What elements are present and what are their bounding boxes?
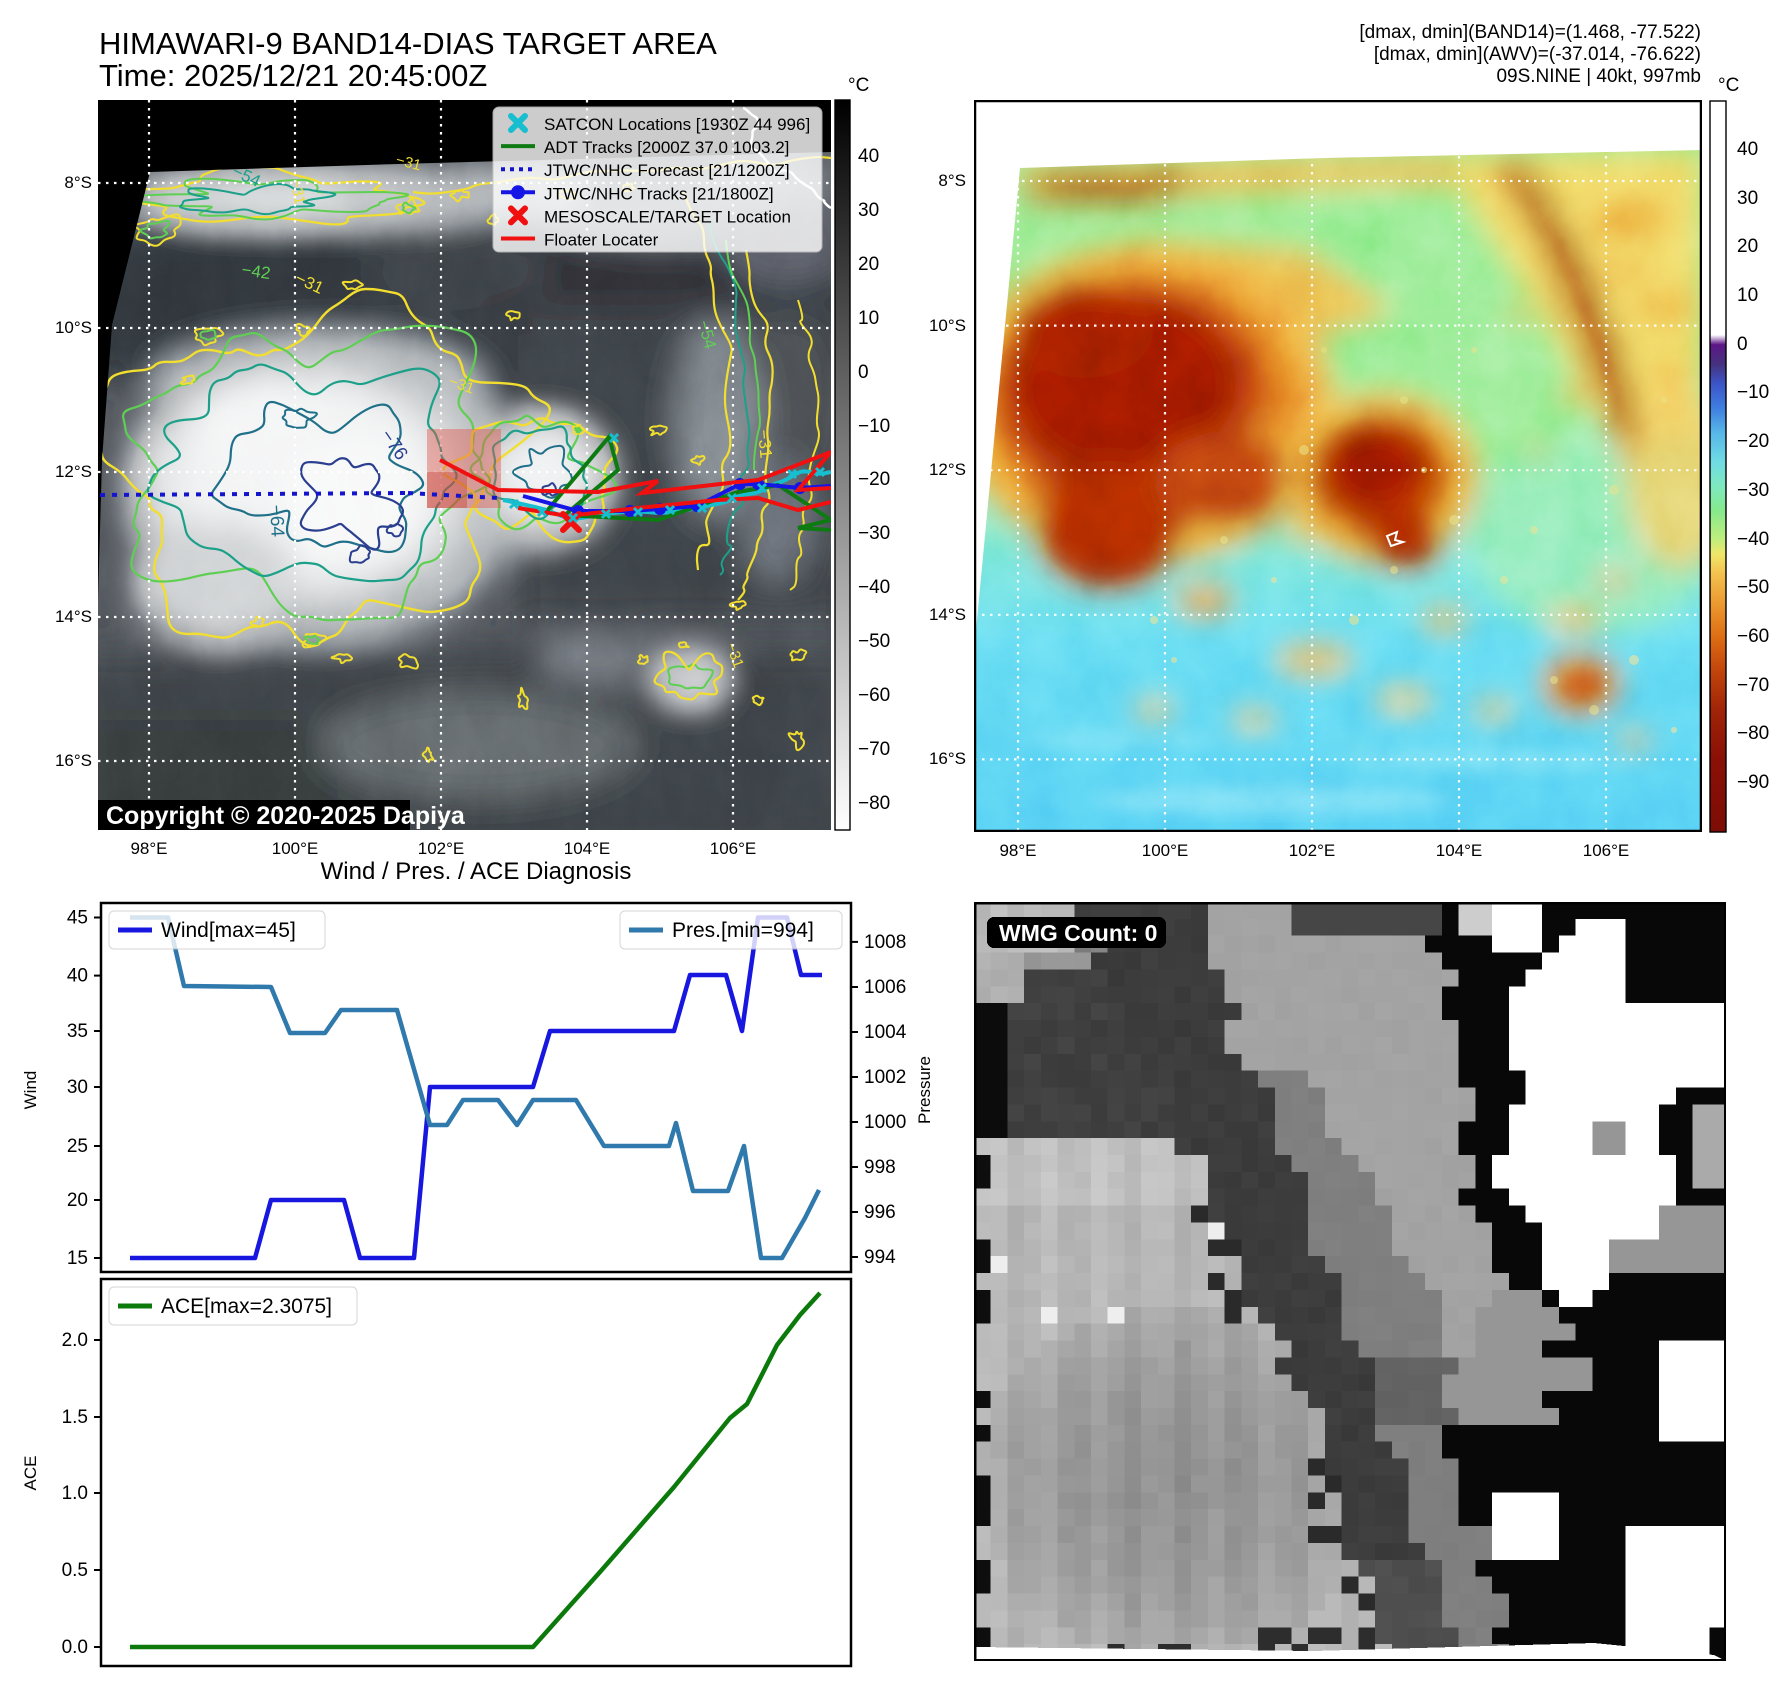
svg-text:JTWC/NHC Forecast [21/1200Z]: JTWC/NHC Forecast [21/1200Z] bbox=[544, 161, 790, 180]
svg-text:Floater Locater: Floater Locater bbox=[544, 231, 659, 250]
svg-text:−31: −31 bbox=[754, 429, 775, 459]
svg-text:1008: 1008 bbox=[864, 932, 906, 953]
svg-text:1.0: 1.0 bbox=[62, 1483, 88, 1504]
svg-text:Pressure: Pressure bbox=[915, 1056, 934, 1124]
svg-text:−42: −42 bbox=[240, 260, 271, 283]
svg-text:25: 25 bbox=[67, 1136, 88, 1157]
svg-text:ADT Tracks [2000Z 37.0 1003.2]: ADT Tracks [2000Z 37.0 1003.2] bbox=[544, 138, 789, 157]
svg-text:SATCON Locations [1930Z 44 996: SATCON Locations [1930Z 44 996] bbox=[544, 115, 810, 134]
svg-text:ACE: ACE bbox=[21, 1456, 40, 1491]
svg-text:40: 40 bbox=[67, 966, 88, 987]
svg-text:1004: 1004 bbox=[864, 1022, 907, 1043]
svg-text:JTWC/NHC Tracks [21/1800Z]: JTWC/NHC Tracks [21/1800Z] bbox=[544, 184, 774, 203]
svg-text:20: 20 bbox=[67, 1190, 88, 1211]
svg-text:−31: −31 bbox=[287, 178, 308, 206]
svg-text:−64: −64 bbox=[265, 504, 288, 538]
svg-text:−31: −31 bbox=[394, 151, 423, 174]
svg-text:Wind[max=45]: Wind[max=45] bbox=[161, 919, 296, 942]
svg-text:Pres.[min=994]: Pres.[min=994] bbox=[672, 919, 814, 942]
svg-text:MESOSCALE/TARGET Location: MESOSCALE/TARGET Location bbox=[544, 207, 791, 226]
svg-text:Wind: Wind bbox=[21, 1071, 40, 1110]
svg-text:996: 996 bbox=[864, 1202, 896, 1223]
svg-text:Copyright © 2020-2025 Dapiya: Copyright © 2020-2025 Dapiya bbox=[106, 802, 466, 830]
svg-text:0.5: 0.5 bbox=[62, 1560, 88, 1581]
svg-text:0.0: 0.0 bbox=[62, 1637, 88, 1658]
svg-text:2.0: 2.0 bbox=[62, 1330, 88, 1351]
svg-text:1006: 1006 bbox=[864, 977, 906, 998]
svg-text:45: 45 bbox=[67, 908, 88, 929]
svg-text:30: 30 bbox=[67, 1077, 88, 1098]
svg-text:1000: 1000 bbox=[864, 1112, 906, 1133]
svg-text:998: 998 bbox=[864, 1157, 896, 1178]
svg-text:1002: 1002 bbox=[864, 1067, 906, 1088]
svg-text:1.5: 1.5 bbox=[62, 1407, 88, 1428]
svg-text:994: 994 bbox=[864, 1247, 896, 1268]
svg-text:WMG Count: 0: WMG Count: 0 bbox=[999, 920, 1157, 946]
svg-text:ACE[max=2.3075]: ACE[max=2.3075] bbox=[161, 1295, 332, 1318]
svg-text:15: 15 bbox=[67, 1248, 88, 1269]
svg-text:35: 35 bbox=[67, 1021, 88, 1042]
